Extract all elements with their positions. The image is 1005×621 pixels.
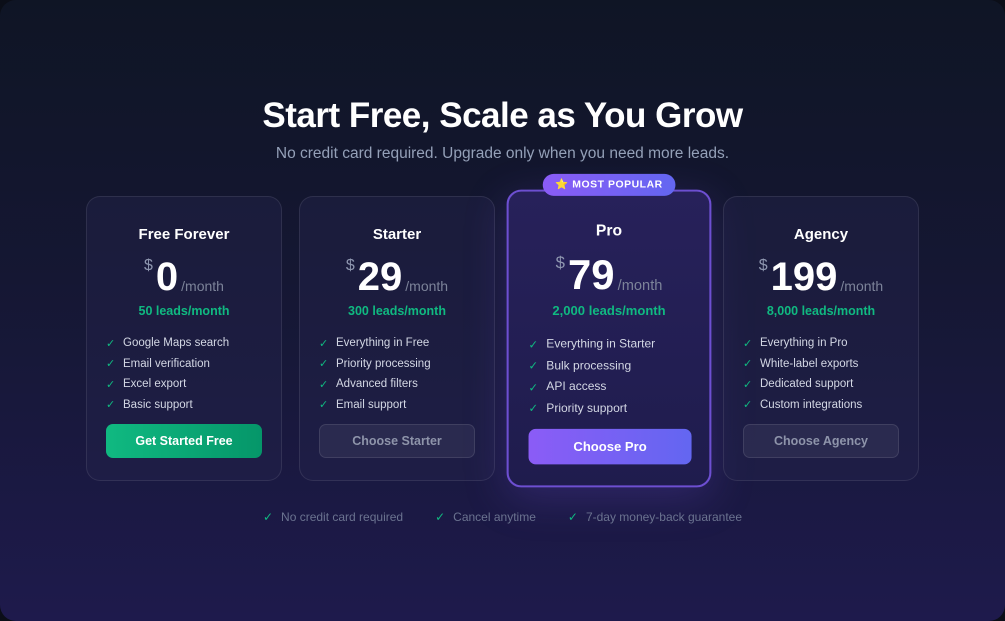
plan-leads: 50 leads/month xyxy=(138,304,230,318)
plan-price: $29/month xyxy=(300,255,494,299)
check-icon: ✓ xyxy=(319,378,329,391)
choose-pro-button[interactable]: Choose Pro xyxy=(528,428,692,465)
price-period: /month xyxy=(840,278,884,294)
check-icon: ✓ xyxy=(319,358,329,371)
feature-item: ✓ Advanced filters xyxy=(319,378,418,391)
feature-item: ✓ Excel export xyxy=(106,378,187,391)
check-icon: ✓ xyxy=(435,510,446,524)
feature-item: ✓ Priority support xyxy=(528,402,628,416)
choose-agency-button[interactable]: Choose Agency xyxy=(743,424,899,458)
feature-list: ✓ Everything in Free ✓ Priority processing ✓… xyxy=(319,333,431,415)
feature-item: ✓ Email support xyxy=(319,398,407,412)
check-icon: ✓ xyxy=(106,337,116,350)
feature-list: ✓ Everything in Starter ✓ Bulk processing ✓ A… xyxy=(529,334,656,420)
plan-card-starter: Starter $29/month 300 leads/month ✓ Every… xyxy=(299,196,495,481)
check-icon: ✓ xyxy=(528,338,539,352)
check-icon: ✓ xyxy=(743,399,753,412)
choose-free-button[interactable]: Get Started Free xyxy=(106,424,262,458)
check-icon: ✓ xyxy=(528,403,539,416)
guarantee-item: ✓ 7-day money-back guarantee xyxy=(567,510,743,524)
price-period: /month xyxy=(405,278,449,294)
plan-card-free: Free Forever $0/month 50 leads/month ✓ Go… xyxy=(86,196,282,481)
check-icon: ✓ xyxy=(106,378,116,391)
check-icon: ✓ xyxy=(262,510,274,524)
page-title: Start Free, Scale as You Grow xyxy=(262,96,743,135)
star-icon: ⭐ xyxy=(555,179,569,191)
page-subtitle: No credit card required. Upgrade only wh… xyxy=(275,145,730,162)
price-amount: 79 xyxy=(568,252,615,299)
feature-item: ✓ Everything in Pro xyxy=(743,337,848,350)
plan-name: Pro xyxy=(595,221,623,240)
feature-item: ✓ Email verification xyxy=(106,357,210,371)
plan-card-agency: Agency $199/month 8,000 leads/month ✓ Eve… xyxy=(723,196,919,481)
check-icon: ✓ xyxy=(528,360,539,373)
feature-item: ✓ Priority processing xyxy=(319,357,431,371)
check-icon: ✓ xyxy=(743,378,753,391)
plan-card-pro: ⭐ MOST POPULAR Pro $79/month 2,000 leads… xyxy=(506,173,712,488)
guarantee-item: ✓ Cancel anytime xyxy=(435,510,536,524)
currency-symbol: $ xyxy=(345,257,355,274)
plan-leads: 2,000 leads/month xyxy=(552,303,666,319)
plan-price: $199/month xyxy=(724,255,918,299)
most-popular-badge: ⭐ MOST POPULAR xyxy=(542,173,676,196)
price-period: /month xyxy=(181,278,224,294)
guarantee-item: ✓ No credit card required xyxy=(262,510,404,524)
plan-price: $79/month xyxy=(509,252,710,298)
choose-starter-button[interactable]: Choose Starter xyxy=(319,424,475,458)
feature-item: ✓ API access xyxy=(528,381,607,395)
feature-item: ✓ Everything in Free xyxy=(319,337,430,350)
check-icon: ✓ xyxy=(319,399,329,412)
price-amount: 29 xyxy=(357,255,403,299)
guarantees: ✓ No credit card required ✓ Cancel anytime… xyxy=(0,510,1005,524)
check-icon: ✓ xyxy=(106,358,116,371)
feature-item: ✓ Google Maps search xyxy=(106,337,230,350)
feature-list: ✓ Google Maps search ✓ Email verification ✓ E… xyxy=(106,333,229,415)
feature-item: ✓ Basic support xyxy=(106,398,193,412)
plan-price: $0/month xyxy=(87,255,281,299)
plan-leads: 300 leads/month xyxy=(348,304,446,318)
plan-name: Free Forever xyxy=(138,226,230,243)
plan-leads: 8,000 leads/month xyxy=(766,304,876,318)
feature-item: ✓ Custom integrations xyxy=(743,398,863,412)
currency-symbol: $ xyxy=(555,254,565,273)
currency-symbol: $ xyxy=(144,257,153,274)
check-icon: ✓ xyxy=(567,510,578,524)
check-icon: ✓ xyxy=(743,337,753,350)
feature-item: ✓ White-label exports xyxy=(743,357,859,371)
check-icon: ✓ xyxy=(528,381,539,395)
price-period: /month xyxy=(617,276,663,294)
feature-item: ✓ Everything in Starter xyxy=(528,338,656,352)
feature-item: ✓ Bulk processing xyxy=(528,359,632,373)
price-amount: 0 xyxy=(155,255,179,299)
plan-name: Starter xyxy=(372,226,422,243)
currency-symbol: $ xyxy=(758,257,768,274)
check-icon: ✓ xyxy=(743,358,753,371)
check-icon: ✓ xyxy=(106,399,116,412)
feature-item: ✓ Dedicated support xyxy=(743,378,854,391)
feature-list: ✓ Everything in Pro ✓ White-label exports ✓ D… xyxy=(743,333,862,415)
check-icon: ✓ xyxy=(319,337,329,350)
plan-name: Agency xyxy=(793,226,849,243)
price-amount: 199 xyxy=(770,255,838,299)
